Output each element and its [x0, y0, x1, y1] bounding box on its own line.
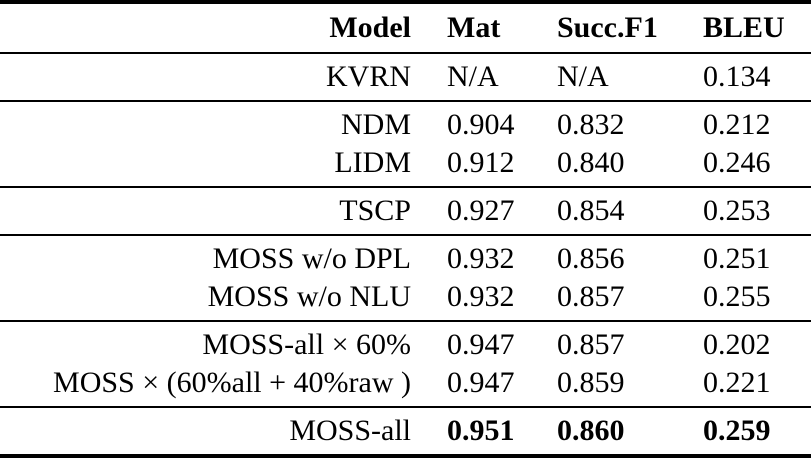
bleu-cell: 0.221	[703, 366, 771, 399]
table-header-row: Model Mat Succ.F1 BLEU	[0, 2, 811, 53]
model-cell: MOSS w/o DPL	[212, 242, 411, 275]
mat-cell: 0.912	[447, 146, 515, 179]
model-cell: TSCP	[339, 194, 411, 227]
mat-cell: 0.947	[447, 366, 515, 399]
row-group-moss-data-mix: MOSS-all × 60% 0.947 0.857 0.202 MOSS × …	[0, 321, 811, 407]
succ-f1-cell: 0.857	[557, 280, 625, 313]
table-row: NDM 0.904 0.832 0.212	[0, 101, 811, 144]
succ-f1-cell: 0.860	[557, 414, 625, 447]
bleu-cell: 0.251	[703, 242, 771, 275]
succ-f1-cell: 0.840	[557, 146, 625, 179]
succ-f1-cell: 0.859	[557, 366, 625, 399]
table-row: MOSS × (60%all + 40%raw ) 0.947 0.859 0.…	[0, 364, 811, 407]
bleu-cell: 0.202	[703, 328, 771, 361]
mat-cell: 0.932	[447, 242, 515, 275]
col-header-bleu: BLEU	[703, 11, 785, 44]
table-row: MOSS-all 0.951 0.860 0.259	[0, 407, 811, 456]
bleu-cell: 0.134	[703, 60, 771, 93]
mat-cell: 0.951	[447, 414, 515, 447]
model-cell: MOSS w/o NLU	[207, 280, 411, 313]
bleu-cell: 0.253	[703, 194, 771, 227]
mat-cell: 0.927	[447, 194, 515, 227]
succ-f1-cell: 0.856	[557, 242, 625, 275]
mat-cell: 0.932	[447, 280, 515, 313]
table-row: LIDM 0.912 0.840 0.246	[0, 144, 811, 187]
bleu-cell: 0.246	[703, 146, 771, 179]
bleu-cell: 0.259	[703, 414, 771, 447]
succ-f1-cell: 0.832	[557, 108, 625, 141]
col-header-succ-f1: Succ.F1	[557, 11, 658, 44]
col-header-mat: Mat	[447, 11, 501, 44]
row-group-moss-ablations: MOSS w/o DPL 0.932 0.856 0.251 MOSS w/o …	[0, 235, 811, 321]
succ-f1-cell: 0.854	[557, 194, 625, 227]
model-cell: MOSS-all × 60%	[202, 328, 411, 361]
succ-f1-cell: 0.857	[557, 328, 625, 361]
table-row: KVRN N/A N/A 0.134	[0, 53, 811, 101]
bleu-cell: 0.212	[703, 108, 771, 141]
row-group-ndm-lidm: NDM 0.904 0.832 0.212 LIDM 0.912 0.840 0…	[0, 101, 811, 187]
model-cell: NDM	[340, 108, 411, 141]
succ-f1-cell: N/A	[557, 60, 609, 93]
model-cell: MOSS × (60%all + 40%raw )	[53, 366, 411, 399]
col-header-model: Model	[329, 11, 411, 44]
results-table: Model Mat Succ.F1 BLEU KVRN N/A N/A 0.13…	[0, 0, 811, 458]
table-row: TSCP 0.927 0.854 0.253	[0, 187, 811, 235]
table-row: MOSS w/o DPL 0.932 0.856 0.251	[0, 235, 811, 278]
model-cell: LIDM	[334, 146, 411, 179]
table-row: MOSS-all × 60% 0.947 0.857 0.202	[0, 321, 811, 364]
model-cell: KVRN	[325, 60, 411, 93]
mat-cell: 0.947	[447, 328, 515, 361]
mat-cell: N/A	[447, 60, 499, 93]
bleu-cell: 0.255	[703, 280, 771, 313]
table-row: MOSS w/o NLU 0.932 0.857 0.255	[0, 278, 811, 321]
row-group-moss-all: MOSS-all 0.951 0.860 0.259	[0, 407, 811, 456]
table-header: Model Mat Succ.F1 BLEU	[0, 2, 811, 53]
row-group-kvrn: KVRN N/A N/A 0.134	[0, 53, 811, 101]
mat-cell: 0.904	[447, 108, 515, 141]
row-group-tscp: TSCP 0.927 0.854 0.253	[0, 187, 811, 235]
model-cell: MOSS-all	[289, 414, 411, 447]
